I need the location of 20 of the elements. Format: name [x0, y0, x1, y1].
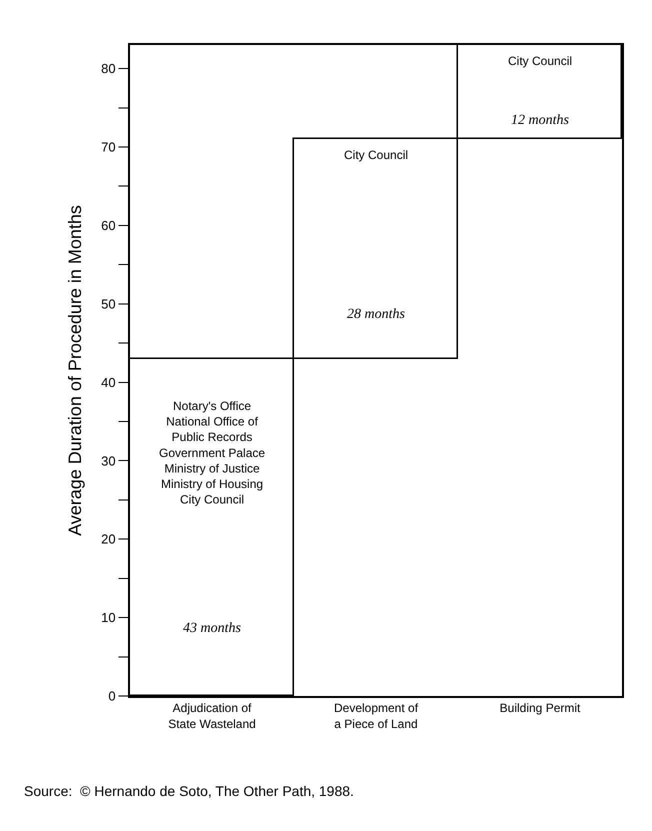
data-label: 28 months — [347, 307, 406, 322]
x-tick-label: Building Permit — [500, 701, 582, 716]
y-tick-label: 70 — [101, 140, 116, 155]
y-tick-label: 10 — [101, 610, 116, 626]
y-tick-label: 80 — [101, 61, 116, 76]
data-label: 43 months — [183, 621, 242, 636]
x-tick-label: Development of a Piece of Land — [334, 701, 419, 731]
annotation: Notary's Office National Office of Public Records Government Palace Ministry of Justice Ministry of Housing City Council — [159, 399, 266, 507]
annotation: City Council — [344, 148, 408, 162]
y-tick-label: 30 — [101, 453, 116, 468]
x-tick-label: Adjudication of State Wasteland — [168, 701, 256, 731]
y-tick-label: 20 — [101, 532, 116, 547]
source-note: Source: © Hernando de Soto, The Other Path, 1988. — [24, 783, 354, 799]
data-label: 12 months — [511, 113, 570, 128]
annotation: City Council — [508, 54, 572, 68]
y-tick-label: 60 — [101, 218, 116, 233]
y-tick-label: 0 — [108, 688, 116, 704]
y-tick-label: 50 — [101, 296, 116, 312]
y-axis-title: Average Duration of Procedure in Months — [64, 205, 85, 536]
y-tick-label: 40 — [101, 374, 116, 390]
